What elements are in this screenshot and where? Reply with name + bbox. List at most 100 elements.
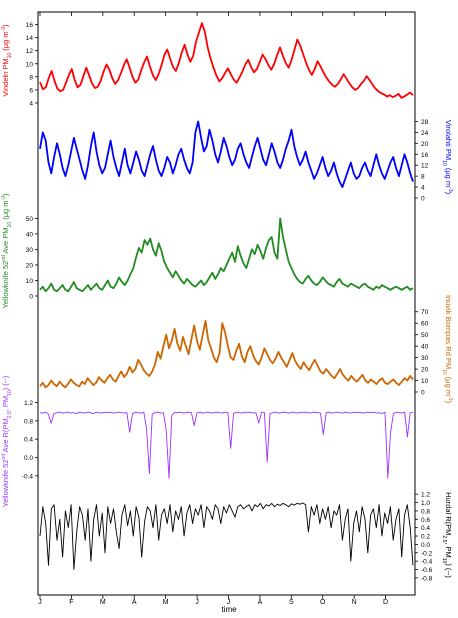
x-tick-label: O (320, 599, 326, 606)
hurdal-ratio-axis-title-part: 2.5 (441, 535, 447, 542)
yellowknife-ratio-axis-title-part: Yellowknife 52 (1, 460, 10, 508)
inuvik-pm10-tick-label: 30 (421, 355, 429, 362)
yellowknife-ratio-tick-label: 0.4 (24, 437, 33, 444)
hurdal-ratio-axis-title-part: , PM (444, 542, 453, 557)
virolahti-pm10-tick-label: 20 (421, 141, 429, 148)
yellowknife-ratio-axis-title-part: Ave R(PM (1, 418, 10, 454)
yellowknife-pm10-axis-title-part: ) (1, 193, 10, 196)
vindeln-pm10-axis-title-part: Vindeln PM (1, 58, 10, 96)
hurdal-ratio-tick-label: -0.8 (421, 575, 433, 582)
x-tick-label: J (38, 599, 42, 606)
inuvik-pm10-axis-title-part: Inuvik Bompas Rd PM (444, 295, 453, 369)
vindeln-pm10-tick-label: 16 (26, 22, 34, 29)
inuvik-pm10-axis-title-part: ) (444, 401, 453, 404)
x-tick-label: N (352, 599, 357, 606)
panel-hurdal-ratio: -0.8-0.6-0.4 -0.20.00.2 0.40.6 0.81.01.2 Hur… (39, 490, 453, 582)
vindeln-pm10-tick-label: 10 (26, 61, 34, 68)
yellowknife-ratio-axis-title-part: nd (1, 454, 7, 460)
inuvik-pm10-tick-label: 60 (421, 321, 429, 328)
inuvik-pm10-axis-title-part: (μg m (444, 375, 453, 396)
yellowknife-ratio-axis-title: Yellowknife 52nd Ave R(PM2.5, PM10) (--) (1, 375, 13, 507)
panel-yellowknife-ratio: -0.4 0.0 0.4 0.8 1.2 Yellowknife 52nd Ave R(P… (1, 375, 414, 507)
vindeln-pm10-tick-label: 6 (29, 87, 33, 94)
yellowknife-pm10-axis-title-part: 10 (7, 222, 13, 228)
yellowknife-pm10-axis-title-part: nd (1, 255, 7, 261)
virolahti-pm10-tick-label: 8 (421, 174, 425, 181)
vindeln-pm10-tick-label: 8 (29, 74, 33, 81)
yellowknife-ratio-axis-title-part: ) (--) (1, 375, 10, 390)
inuvik-pm10-tick-label: 10 (421, 378, 429, 385)
hurdal-ratio-tick-label: -0.4 (421, 559, 433, 566)
x-axis-title: time (221, 605, 237, 614)
yellowknife-pm10-tick-label: 40 (26, 231, 34, 238)
panel-virolahti-pm10: 0 4 8 12 16 20 24 28 Virolahti PM10 (μg m-3) (39, 116, 453, 203)
hurdal-ratio-axis-title-part: Hurdal R(PM (444, 492, 453, 535)
inuvik-pm10-series-line (39, 319, 414, 389)
inuvik-pm10-tick-label: 0 (421, 390, 425, 397)
virolahti-pm10-axis-title-part: ) (444, 192, 453, 195)
vindeln-pm10-axis-title-part: 10 (7, 53, 13, 59)
x-tick-label: D (383, 599, 388, 606)
vindeln-pm10-axis-title: Vindeln PM10 (μg m-3) (1, 24, 13, 97)
virolahti-pm10-axis-title-part: 10 (441, 160, 447, 166)
x-tick-label: S (289, 599, 294, 606)
x-tick-label: F (69, 599, 73, 606)
x-tick-label: A (132, 599, 137, 606)
vindeln-pm10-series-line (39, 22, 414, 99)
plot-frame (37, 11, 416, 596)
yellowknife-ratio-tick-label: 1.2 (24, 400, 33, 407)
inuvik-pm10-tick-label: 20 (421, 367, 429, 374)
inuvik-pm10-axis-title-part: 10 (441, 369, 447, 375)
vindeln-pm10-axis-title-part: -3 (1, 27, 7, 32)
x-tick-label: J (227, 599, 231, 606)
yellowknife-pm10-axis-title-part: Yellowknife 52 (1, 261, 10, 309)
hurdal-ratio-tick-label: 1.2 (421, 492, 430, 499)
yellowknife-pm10-tick-label: 0 (29, 294, 33, 301)
yellowknife-pm10-series-line (39, 217, 414, 293)
vindeln-pm10-tick-label: 14 (26, 35, 34, 42)
yellowknife-pm10-tick-label: 30 (26, 247, 34, 254)
hurdal-ratio-axis-title-part: ) (--) (444, 563, 453, 578)
inuvik-pm10-tick-label: 70 (421, 309, 429, 316)
yellowknife-ratio-axis-title-part: 2.5 (7, 411, 13, 418)
virolahti-pm10-tick-label: 0 (421, 196, 425, 203)
hurdal-ratio-series-line (39, 502, 414, 570)
inuvik-pm10-tick-label: 50 (421, 332, 429, 339)
hurdal-ratio-tick-label: 0.0 (421, 542, 430, 549)
vindeln-pm10-axis-title-part: (μg m (1, 31, 10, 52)
yellowknife-ratio-axis-title-part: 10 (7, 390, 13, 396)
hurdal-ratio-tick-label: 0.2 (421, 534, 430, 541)
virolahti-pm10-tick-label: 16 (421, 152, 429, 159)
yellowknife-pm10-tick-label: 10 (26, 278, 34, 285)
inuvik-pm10-axis-title-part: -3 (447, 396, 453, 401)
hurdal-ratio-tick-label: 1.0 (421, 500, 430, 507)
yellowknife-pm10-tick-label: 50 (26, 216, 34, 223)
yellowknife-pm10-axis-title-part: Ave PM (1, 227, 10, 255)
virolahti-pm10-axis-title-part: -3 (447, 187, 453, 192)
x-tick-label: M (163, 599, 169, 606)
yellowknife-ratio-tick-label: 0.0 (24, 455, 33, 462)
vindeln-pm10-tick-label: 12 (26, 48, 34, 55)
virolahti-pm10-tick-label: 28 (421, 119, 429, 126)
yellowknife-pm10-axis-title-part: -3 (1, 196, 7, 201)
inuvik-pm10-axis-title: Inuvik Bompas Rd PM10 (μg m-3) (441, 295, 453, 404)
yellowknife-pm10-axis-title: Yellowknife 52nd Ave PM10 (μg m-3) (1, 193, 13, 308)
inuvik-pm10-tick-label: 40 (421, 344, 429, 351)
yellowknife-ratio-axis-title-part: , PM (1, 396, 10, 411)
yellowknife-pm10-tick-label: 20 (26, 262, 34, 269)
virolahti-pm10-axis-title-part: Virolahti PM (444, 120, 453, 160)
hurdal-ratio-tick-label: -0.2 (421, 550, 433, 557)
hurdal-ratio-axis-title: Hurdal R(PM2.5, PM10) (--) (441, 492, 453, 578)
virolahti-pm10-axis-title: Virolahti PM10 (μg m-3) (441, 120, 453, 195)
hurdal-ratio-tick-label: 0.6 (421, 517, 430, 524)
hurdal-ratio-tick-label: 0.4 (421, 525, 430, 532)
yellowknife-pm10-axis-title-part: (μg m (1, 200, 10, 221)
hurdal-ratio-tick-label: -0.6 (421, 567, 433, 574)
yellowknife-ratio-series-line (39, 411, 414, 479)
yellowknife-ratio-tick-label: 0.8 (24, 418, 33, 425)
